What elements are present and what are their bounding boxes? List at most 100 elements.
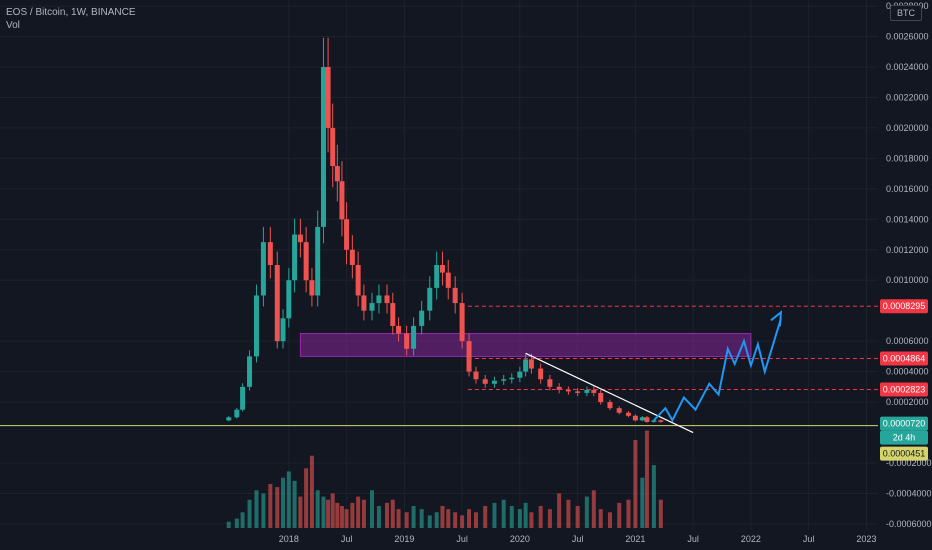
candle-body bbox=[404, 333, 410, 349]
volume-bar bbox=[286, 471, 291, 528]
y-tick-label: 0.0022000 bbox=[886, 92, 929, 102]
volume-bar bbox=[356, 496, 361, 528]
x-tick-label: 2021 bbox=[625, 534, 645, 544]
volume-indicator-label[interactable]: Vol bbox=[6, 20, 20, 31]
volume-bar bbox=[547, 509, 552, 528]
candle-body bbox=[439, 265, 445, 273]
candle-body bbox=[556, 386, 562, 390]
x-tick-label: Jul bbox=[341, 534, 353, 544]
last-price-marker-bg bbox=[880, 416, 928, 431]
level-price-marker: 0.0002823 bbox=[883, 385, 926, 395]
volume-bar bbox=[483, 506, 488, 528]
x-tick-label: Jul bbox=[803, 534, 815, 544]
candle-body bbox=[247, 356, 253, 387]
y-tick-label: 0.0026000 bbox=[886, 32, 929, 42]
volume-bar bbox=[658, 499, 663, 528]
y-tick-label: 0.0014000 bbox=[886, 214, 929, 224]
candle-body bbox=[427, 287, 433, 311]
y-tick-label: 0.0002000 bbox=[886, 397, 929, 407]
volume-bar bbox=[335, 502, 340, 528]
y-tick-label: 0.0004000 bbox=[886, 367, 929, 377]
horizontal-line-marker: 0.0000451 bbox=[883, 449, 926, 459]
x-tick-label: Jul bbox=[687, 534, 699, 544]
volume-bar bbox=[390, 499, 395, 528]
candle-body bbox=[325, 67, 331, 128]
candle-body bbox=[260, 242, 266, 296]
trendline bbox=[525, 352, 694, 434]
candle-body bbox=[390, 303, 396, 326]
volume-bar bbox=[330, 493, 335, 528]
candle-body bbox=[369, 303, 375, 311]
volume-bar bbox=[434, 512, 439, 528]
support-zone bbox=[299, 333, 752, 357]
volume-bar bbox=[566, 499, 571, 528]
y-tick-label: 0.0024000 bbox=[886, 62, 929, 72]
volume-bar bbox=[446, 509, 451, 528]
y-tick-label: 0.0010000 bbox=[886, 275, 929, 285]
volume-bar bbox=[321, 496, 326, 528]
volume-bar bbox=[240, 512, 245, 528]
candle-body bbox=[538, 368, 544, 380]
volume-bar bbox=[557, 493, 562, 528]
volume-bar bbox=[651, 465, 656, 528]
level-price-marker: 0.0004864 bbox=[883, 353, 926, 363]
candle-body bbox=[598, 392, 604, 403]
candle-body bbox=[658, 420, 664, 422]
volume-bar bbox=[460, 515, 465, 528]
candle-body bbox=[286, 280, 292, 319]
volume-bar bbox=[361, 499, 366, 528]
countdown-marker-bg bbox=[880, 430, 928, 445]
volume-bar bbox=[411, 506, 416, 528]
volume-bar bbox=[254, 490, 259, 528]
y-tick-label: -0.0002000 bbox=[886, 458, 932, 468]
volume-bar bbox=[584, 496, 589, 528]
volume-bar bbox=[607, 512, 612, 528]
candle-body bbox=[419, 310, 425, 326]
volume-bar bbox=[385, 502, 390, 528]
candle-body bbox=[234, 409, 240, 418]
candle-body bbox=[547, 379, 553, 387]
candle-body bbox=[452, 287, 458, 304]
projection-arrowhead bbox=[770, 310, 783, 327]
level-price-marker-bg bbox=[880, 351, 928, 366]
x-tick-label: 2020 bbox=[510, 534, 530, 544]
candle-body bbox=[344, 219, 350, 250]
x-tick-label: 2022 bbox=[741, 534, 761, 544]
currency-badge[interactable]: BTC bbox=[890, 5, 922, 21]
volume-bar bbox=[640, 477, 645, 528]
candle-body bbox=[473, 371, 479, 380]
volume-bar bbox=[247, 499, 252, 528]
candle-body bbox=[509, 377, 515, 380]
y-tick-label: 0.0016000 bbox=[886, 184, 929, 194]
candle-body bbox=[253, 295, 259, 357]
horizontal-line-marker-bg bbox=[880, 446, 928, 461]
candle-body bbox=[644, 417, 650, 422]
volume-bar bbox=[427, 515, 432, 528]
candle-body bbox=[565, 389, 571, 392]
x-tick-label: Jul bbox=[456, 534, 468, 544]
volume-bar bbox=[404, 512, 409, 528]
volume-bar bbox=[453, 512, 458, 528]
candle-body bbox=[355, 265, 361, 296]
y-tick-label: 0.0006000 bbox=[886, 336, 929, 346]
volume-bar bbox=[226, 521, 231, 528]
candle-body bbox=[267, 242, 273, 265]
volume-bar bbox=[617, 502, 622, 528]
level-price-marker-bg bbox=[880, 299, 928, 314]
volume-bar bbox=[529, 512, 534, 528]
candle-body bbox=[466, 341, 472, 372]
symbol-title[interactable]: EOS / Bitcoin, 1W, BINANCE bbox=[6, 7, 136, 18]
volume-bar bbox=[538, 506, 543, 528]
candle-body bbox=[632, 415, 638, 421]
candle-body bbox=[584, 389, 590, 393]
volume-bar bbox=[315, 490, 320, 528]
candle-body bbox=[274, 265, 280, 342]
countdown-marker: 2d 4h bbox=[893, 433, 916, 443]
volume-bar bbox=[591, 490, 596, 528]
candle-body bbox=[330, 127, 336, 167]
volume-bar bbox=[350, 502, 355, 528]
volume-bar bbox=[292, 480, 297, 528]
candle-body bbox=[607, 402, 613, 409]
